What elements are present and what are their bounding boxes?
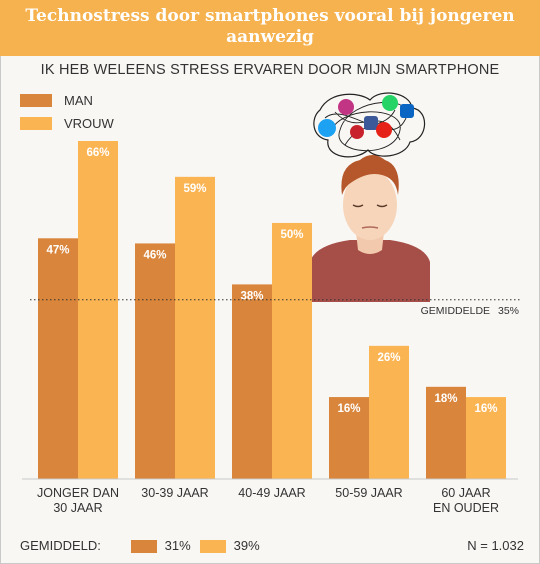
footer-average-label: GEMIDDELD: (20, 538, 101, 553)
data-label-vrouw-2: 59% (183, 183, 206, 195)
chart-title: IK HEB WELEENS STRESS ERVAREN DOOR MIJN … (40, 62, 500, 78)
x-tick-label-1: JONGER DAN 30 JAAR (37, 486, 119, 515)
bar-vrouw-2 (175, 176, 215, 479)
data-label-man-3: 38% (240, 290, 263, 302)
x-tick-label-3: 40-49 JAAR (238, 486, 305, 500)
data-label-vrouw-4: 26% (377, 352, 400, 364)
bar-vrouw-5 (466, 397, 506, 479)
footer-vrouw-value: 39% (233, 538, 260, 553)
linkedin-icon (400, 104, 414, 118)
data-label-vrouw-3: 50% (280, 229, 303, 241)
instagram-icon (338, 99, 354, 115)
data-label-vrouw-5: 16% (474, 403, 497, 415)
legend-item-vrouw: VROUW (20, 116, 114, 131)
bar-man-2 (135, 243, 175, 479)
bars-group: 47% 66% 46% 59% 38% 50% 16% 26% 18% 16% (38, 141, 506, 479)
data-label-man-5: 18% (434, 393, 457, 405)
legend-item-man: MAN (20, 93, 93, 108)
data-label-man-1: 47% (46, 244, 69, 256)
x-axis-labels: JONGER DAN 30 JAAR 30-39 JAAR 40-49 JAAR 50-… (37, 486, 499, 515)
bar-man-4 (329, 397, 369, 479)
bar-man-3 (232, 284, 272, 479)
person-eye-right (376, 204, 388, 208)
average-reference-label: GEMIDDELDE 35% (421, 305, 519, 317)
page-title: Technostress door smartphones vooral bij… (25, 6, 515, 47)
x-tick-label-4: 50-59 JAAR (335, 486, 402, 500)
title-bar: Technostress door smartphones vooral bij… (0, 0, 540, 56)
person-hair (341, 155, 399, 195)
reference-value-text: 35% (498, 305, 519, 317)
data-label-man-4: 16% (337, 403, 360, 415)
legend-swatch-vrouw (20, 117, 52, 130)
stressed-person-illustration (310, 155, 430, 302)
stress-cloud-illustration (313, 92, 426, 158)
youtube-icon (376, 122, 392, 138)
data-label-man-2: 46% (143, 249, 166, 261)
facebook-icon (364, 116, 378, 130)
whatsapp-icon (382, 95, 398, 111)
twitter-icon (318, 119, 336, 137)
person-eye-left (352, 204, 364, 208)
scribble-cloud (313, 92, 426, 158)
pinterest-icon (350, 125, 364, 139)
person-mouth (361, 226, 379, 229)
reference-label-text: GEMIDDELDE (421, 305, 490, 317)
bar-man-5 (426, 386, 466, 479)
footer: GEMIDDELD: 31% 39% N = 1.032 (0, 538, 540, 558)
bar-man-1 (38, 238, 78, 479)
legend-label-vrouw: VROUW (64, 116, 114, 131)
bar-vrouw-1 (78, 141, 118, 479)
person-sweater (310, 240, 430, 302)
sample-size: N = 1.032 (467, 538, 524, 553)
bar-vrouw-4 (369, 345, 409, 479)
bar-vrouw-3 (272, 222, 312, 479)
legend-swatch-man (20, 94, 52, 107)
x-tick-label-2: 30-39 JAAR (141, 486, 208, 500)
person-face (343, 170, 397, 240)
data-label-vrouw-1: 66% (86, 147, 109, 159)
footer-swatch-vrouw (200, 540, 226, 554)
legend-label-man: MAN (64, 93, 93, 108)
footer-man-value: 31% (164, 538, 191, 553)
footer-swatch-man (131, 540, 157, 554)
footer-man-average: 31% (131, 538, 191, 554)
footer-vrouw-average: 39% (200, 538, 260, 554)
x-tick-label-5: 60 JAAR EN OUDER (433, 486, 499, 515)
